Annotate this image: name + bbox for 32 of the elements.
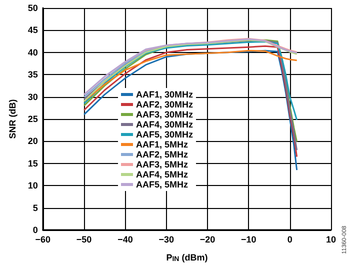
x-tick-label: −30 — [158, 234, 174, 244]
line-series — [83, 40, 298, 121]
x-tick-label: −40 — [118, 234, 133, 244]
legend-label: AAF1, 30MHz — [136, 90, 194, 100]
x-tick-label: 10 — [326, 234, 336, 244]
x-tick-label: −10 — [241, 234, 256, 244]
y-axis-title: SNR (dB) — [8, 99, 18, 139]
legend-label: AAF4, 30MHz — [136, 120, 194, 130]
legend-label: AAF5, 5MHz — [136, 180, 189, 190]
line-series — [83, 50, 298, 102]
x-tick-label: −50 — [76, 234, 92, 244]
y-tick-label: 5 — [32, 202, 38, 213]
y-tick-label: 30 — [28, 92, 38, 102]
legend-label: AAF1, 5MHz — [136, 140, 189, 150]
x-tick-label: 0 — [287, 234, 292, 244]
y-tick-label: 25 — [28, 114, 38, 124]
y-tick-label: 50 — [28, 3, 38, 13]
x-tick-label: −60 — [35, 234, 51, 244]
legend-label: AAF2, 30MHz — [136, 100, 194, 110]
y-tick-label: 15 — [28, 158, 38, 168]
legend-label: AAF3, 30MHz — [136, 110, 194, 120]
legend-label: AAF4, 5MHz — [136, 170, 189, 180]
legend-label: AAF5, 30MHz — [136, 130, 194, 140]
y-tick-label: 0 — [32, 225, 38, 235]
legend-label: AAF2, 5MHz — [136, 150, 189, 160]
y-tick-label: 45 — [28, 25, 38, 36]
x-tick-label: −20 — [200, 234, 216, 244]
legend-label: AAF3, 5MHz — [136, 160, 189, 170]
y-tick-label: 40 — [28, 47, 38, 58]
y-tick-label: 35 — [28, 70, 38, 80]
y-tick-label: 10 — [28, 180, 38, 191]
y-tick-label: 20 — [28, 136, 38, 146]
